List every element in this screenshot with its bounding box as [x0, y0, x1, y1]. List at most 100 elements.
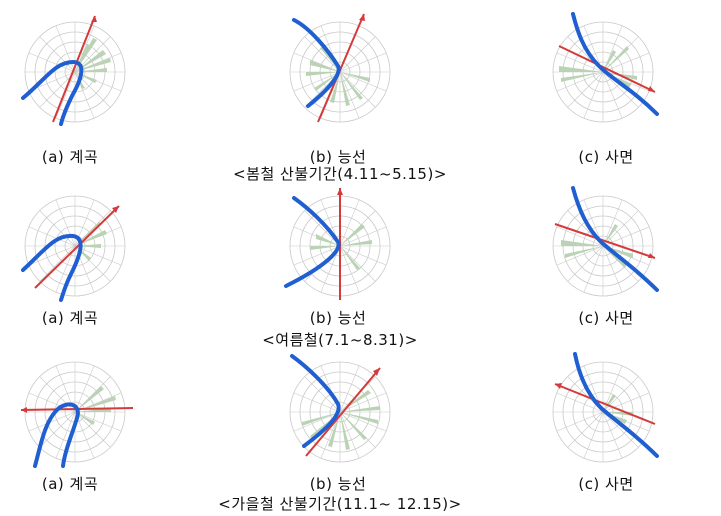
terrain-curve — [21, 59, 84, 126]
grid-spoke — [556, 411, 604, 432]
wind-arrow — [554, 383, 656, 425]
arrow-head — [337, 188, 343, 195]
caption-slope: (c) 사면 — [578, 309, 634, 327]
grid-spoke — [602, 245, 623, 293]
grid-spoke — [339, 245, 360, 293]
grid-spoke — [293, 411, 341, 432]
grid-spoke — [28, 245, 76, 266]
grid-spoke — [39, 376, 76, 413]
wind-arrow — [554, 223, 656, 259]
grid-spoke — [339, 71, 387, 92]
caption-slope: (c) 사면 — [578, 475, 634, 493]
arrow-head — [648, 86, 655, 92]
grid-spoke — [556, 245, 604, 266]
grid-spoke — [583, 245, 604, 293]
grid-spoke — [339, 365, 360, 413]
grid-spoke — [583, 411, 604, 459]
grid-spoke — [339, 199, 360, 247]
wind-arrow — [34, 205, 120, 289]
grid-spoke — [339, 52, 387, 73]
terrain-curve — [573, 352, 659, 458]
caption-ridge: (b) 능선 — [309, 475, 367, 493]
rose-autumn-valley — [15, 350, 135, 470]
terrain-curve — [21, 233, 83, 302]
grid-spoke — [55, 199, 76, 247]
caption-valley: (a) 계곡 — [41, 148, 99, 166]
rose-summer-valley — [15, 184, 135, 304]
grid-spoke — [602, 52, 650, 73]
grid-spoke — [602, 392, 650, 413]
grid-spoke — [28, 52, 76, 73]
rose-spring-ridge — [280, 10, 400, 130]
terrain-curve — [284, 196, 341, 288]
arrow-head — [648, 253, 655, 258]
grid-spoke — [304, 36, 341, 73]
terrain-curve — [571, 186, 659, 292]
grid-spoke — [74, 365, 95, 413]
season-label-autumn: <가을철 산불기간(11.1~ 12.15)> — [218, 495, 462, 513]
rose-spring-valley — [15, 10, 135, 130]
grid-spoke — [28, 226, 76, 247]
grid-spoke — [339, 226, 387, 247]
wind-petals — [310, 224, 372, 270]
grid-spoke — [55, 25, 76, 73]
season-label-summer: <여름철(7.1~8.31)> — [262, 331, 418, 349]
grid-spoke — [339, 245, 387, 266]
polar-grid — [289, 361, 391, 463]
caption-valley: (a) 계곡 — [41, 475, 99, 493]
grid-spoke — [567, 71, 604, 108]
grid-spoke — [339, 71, 360, 119]
grid-spoke — [602, 199, 623, 247]
arrow-head — [112, 206, 119, 213]
caption-slope: (c) 사면 — [578, 148, 634, 166]
season-label-spring: <봄철 산불기간(4.11~5.15)> — [233, 165, 447, 183]
grid-spoke — [74, 411, 111, 448]
grid-spoke — [556, 226, 604, 247]
grid-spoke — [39, 245, 76, 282]
rose-autumn-ridge — [280, 350, 400, 470]
arrow-head — [91, 16, 97, 22]
rose-summer-slope — [543, 184, 663, 304]
terrain-curve — [33, 402, 80, 468]
wind-arrow — [317, 13, 365, 123]
arrow-head — [21, 407, 27, 413]
grid-spoke — [55, 245, 76, 293]
terrain-curve — [292, 18, 341, 108]
grid-spoke — [556, 71, 604, 92]
grid-spoke — [304, 210, 341, 247]
caption-ridge: (b) 능선 — [309, 148, 367, 166]
grid-spoke — [293, 392, 341, 413]
rose-autumn-slope — [543, 350, 663, 470]
grid-spoke — [339, 245, 376, 282]
rose-summer-ridge — [280, 184, 400, 304]
grid-spoke — [556, 392, 604, 413]
caption-ridge: (b) 능선 — [309, 309, 367, 327]
wind-arrow — [558, 45, 656, 93]
grid-spoke — [602, 411, 639, 448]
grid-spoke — [339, 36, 376, 73]
grid-spoke — [602, 210, 639, 247]
grid-spoke — [39, 71, 76, 108]
grid-spoke — [339, 392, 387, 413]
grid-spoke — [602, 25, 623, 73]
grid-spoke — [293, 245, 341, 266]
rose-spring-slope — [543, 10, 663, 130]
wind-arrow — [52, 15, 96, 123]
caption-valley: (a) 계곡 — [41, 309, 99, 327]
grid-spoke — [55, 411, 76, 459]
grid-spoke — [602, 411, 623, 459]
grid-spoke — [339, 71, 376, 108]
polar-grid — [552, 361, 654, 463]
grid-spoke — [28, 411, 76, 432]
grid-spoke — [74, 245, 122, 266]
arrow-head — [359, 14, 365, 21]
grid-spoke — [602, 71, 639, 108]
arrow-head — [373, 368, 380, 376]
grid-spoke — [293, 71, 341, 92]
arrow-head — [555, 383, 562, 389]
wind-petals — [306, 46, 370, 106]
terrain-curve — [290, 354, 341, 448]
wind-arrow — [305, 367, 381, 457]
grid-spoke — [567, 411, 604, 448]
grid-spoke — [339, 411, 360, 459]
